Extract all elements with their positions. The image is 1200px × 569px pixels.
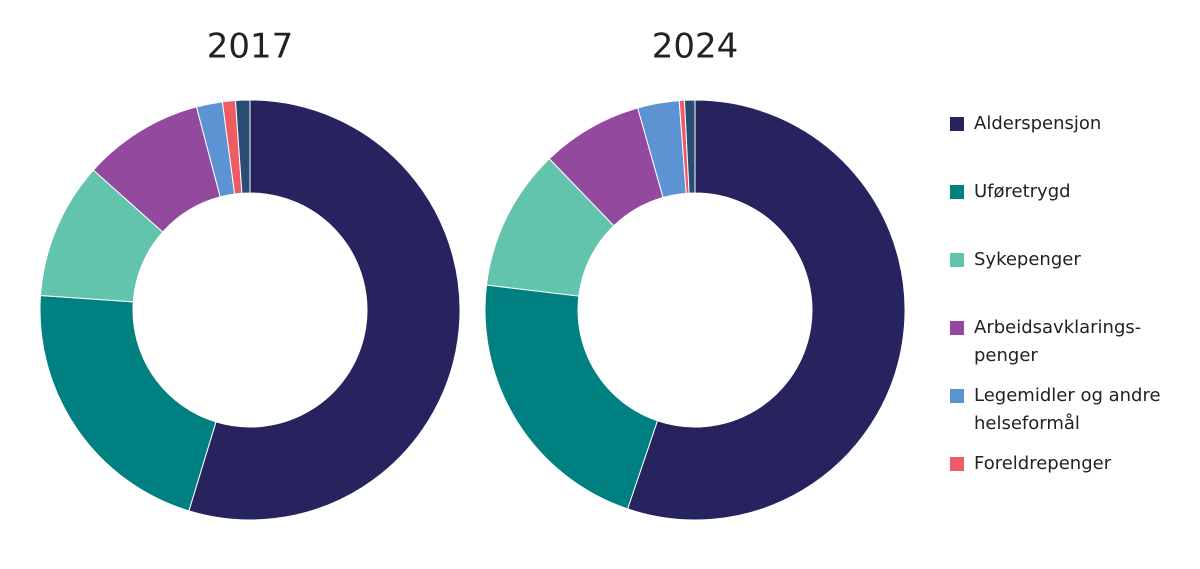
- legend-label: Sykepenger: [974, 249, 1081, 270]
- chart-title: 2024: [652, 27, 739, 67]
- legend: Alderspensjon Uføretrygd Sykepenger Arbeids…: [950, 110, 1180, 518]
- legend-swatch: [950, 185, 964, 199]
- legend-label: Foreldrepenger: [974, 453, 1112, 474]
- legend-label: Alderspensjon: [974, 113, 1102, 134]
- legend-item: Foreldrepenger: [950, 450, 1180, 506]
- legend-item: Sykepenger: [950, 246, 1180, 302]
- legend-item: Uføretrygd: [950, 178, 1180, 234]
- donut-slice: [484, 284, 659, 510]
- legend-item: Legemidler og andre helseformål: [950, 382, 1180, 438]
- donut-slice: [39, 294, 217, 512]
- legend-label: Uføretrygd: [974, 181, 1071, 202]
- legend-swatch: [950, 321, 964, 335]
- legend-swatch: [950, 389, 964, 403]
- legend-swatch: [950, 117, 964, 131]
- legend-item: Arbeidsavklarings-penger: [950, 314, 1180, 370]
- donut-slice: [188, 99, 461, 521]
- legend-item: Alderspensjon: [950, 110, 1180, 166]
- donut-slice: [683, 99, 696, 194]
- legend-label: Arbeidsavklarings-penger: [974, 317, 1142, 366]
- legend-swatch: [950, 457, 964, 471]
- chart-title: 2017: [207, 27, 294, 67]
- donut-slice: [234, 99, 251, 194]
- legend-swatch: [950, 253, 964, 267]
- legend-label: Legemidler og andre helseformål: [974, 385, 1161, 434]
- donut-slice: [626, 99, 906, 521]
